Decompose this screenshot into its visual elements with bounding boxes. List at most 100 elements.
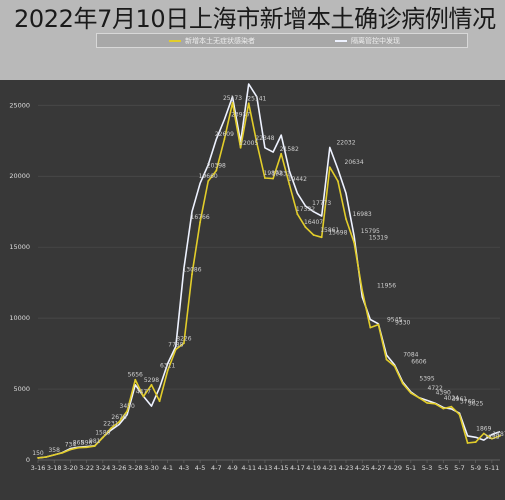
data-label-4-6: 19660 (199, 173, 218, 180)
legend: 新增本土无症状感染者 隔离管控中发现 (96, 33, 468, 48)
point-4-17 (296, 213, 299, 215)
data-label-5-3: 5395 (419, 375, 434, 382)
point-4-18 (304, 226, 307, 229)
data-label-3-16: 150 (32, 450, 44, 457)
data-label-3-18: 358 (48, 447, 60, 454)
x-axis: 3-16 3-18 3-20 3-22 3-24 3-26 3-28 3-30 4-1 4-3 4-… (31, 459, 500, 472)
legend-swatch-white (335, 40, 347, 42)
x-tick-label-3-20: 3-20 (63, 464, 78, 472)
data-label-3-24: 1580 (95, 430, 110, 437)
data-label-5-7: 3961 (452, 396, 467, 403)
data-label-3-27: 3450 (120, 403, 135, 410)
x-tick-label-4-21: 4-21 (322, 464, 337, 472)
data-label-4-8: 22609 (215, 131, 234, 138)
x-tick-label-3-26: 3-26 (112, 464, 127, 472)
data-label-5-1: 7084 (403, 351, 418, 358)
point-3-31 (158, 400, 161, 403)
legend-swatch-yellow (169, 40, 181, 42)
page-title: 2022年7月10日上海市新增本土确诊病例情况 (14, 5, 496, 33)
data-label-4-22: 15698 (328, 229, 347, 236)
point-5-12 (499, 434, 501, 437)
title-band (0, 0, 505, 80)
legend-entry-quarantine[interactable]: 隔离管控中发现 (335, 36, 400, 46)
legend-label-quarantine: 隔离管控中发现 (351, 37, 400, 45)
data-label-4-21: 15861 (320, 227, 339, 234)
x-tick-label-5-3: 5-3 (422, 464, 433, 472)
data-label-3-29: 4477 (136, 388, 151, 395)
y-tick-label-15000: 15000 (9, 243, 30, 251)
data-label-5-12: 1487 (492, 431, 505, 438)
data-label-4-7: 20398 (207, 163, 226, 170)
x-tick-label-4-11: 4-11 (241, 464, 256, 472)
y-tick-label-0: 0 (26, 456, 30, 464)
point-4-9 (231, 101, 234, 104)
y-axis: 0 5000 10000 15000 20000 25000 (9, 101, 30, 464)
x-tick-label-5-11: 5-11 (485, 464, 500, 472)
x-tick-label-4-5: 4-5 (195, 464, 206, 472)
x-tick-label-5-7: 5-7 (454, 464, 465, 472)
point-3-21 (77, 446, 80, 449)
data-label-4-2: 7788 (168, 341, 183, 348)
data-label-5-6: 4024 (444, 395, 459, 402)
data-label-4-25: 16983 (353, 211, 372, 218)
point-5-10 (482, 432, 485, 435)
data-label-4-10: 23937 (231, 111, 250, 118)
point-4-29 (393, 365, 396, 368)
point-4-6 (207, 180, 210, 182)
point-4-11 (247, 102, 250, 105)
x-tick-label-4-7: 4-7 (211, 464, 222, 472)
data-label-4-29: 9545 (387, 317, 402, 324)
point-5-7 (458, 413, 461, 416)
data-label-3-22: 896 (81, 439, 93, 446)
data-label-3-20: 734 (65, 442, 77, 449)
data-label-4-4: 13086 (182, 266, 201, 273)
series-line-0 (37, 102, 501, 459)
data-label-4-1: 6311 (160, 362, 175, 369)
y-tick-label-10000: 10000 (9, 314, 30, 322)
legend-label-asymptomatic: 新增本土无症状感染者 (185, 37, 255, 45)
data-label-4-24: 20634 (345, 159, 364, 166)
x-tick-label-4-1: 4-1 (162, 464, 173, 472)
data-label-5-11: 1259 (484, 434, 499, 441)
data-label-4-11: 22005 (239, 140, 258, 147)
point-3-19 (61, 452, 64, 454)
point-5-3 (426, 402, 428, 404)
point-5-11 (490, 437, 493, 440)
series-lines (37, 83, 501, 459)
data-label-5-8: 3760 (460, 399, 475, 406)
point-5-8 (466, 442, 469, 444)
point-4-25 (361, 289, 364, 292)
point-4-12 (255, 142, 258, 144)
x-tick-label-4-3: 4-3 (179, 464, 190, 472)
data-label-4-27: 15319 (369, 235, 388, 242)
point-5-9 (474, 441, 477, 444)
data-label-4-17: 19442 (288, 176, 307, 183)
data-label-3-21: 865 (73, 440, 85, 447)
point-5-5 (442, 407, 445, 410)
data-label-4-23: 22032 (336, 139, 355, 146)
point-4-13 (264, 177, 266, 179)
data-label-4-16: 21582 (280, 146, 299, 153)
point-3-23 (93, 445, 96, 447)
x-tick-label-4-27: 4-27 (371, 464, 386, 472)
point-3-25 (110, 427, 112, 430)
point-4-8 (223, 138, 226, 141)
data-label-4-12: 25141 (247, 95, 266, 102)
data-label-3-26: 2676 (111, 414, 126, 421)
y-tick-label-20000: 20000 (9, 172, 30, 180)
point-3-26 (118, 421, 120, 423)
x-tick-label-3-28: 3-28 (128, 464, 143, 472)
x-tick-label-5-9: 5-9 (470, 464, 481, 472)
x-tick-label-4-17: 4-17 (290, 464, 305, 472)
legend-entry-asymptomatic[interactable]: 新增本土无症状感染者 (169, 36, 255, 46)
point-3-24 (101, 436, 104, 439)
data-label-4-26: 15795 (361, 228, 380, 235)
data-label-5-5: 4390 (436, 390, 451, 397)
data-label-4-30: 9330 (395, 320, 410, 327)
point-3-22 (85, 446, 88, 449)
point-4-20 (320, 236, 323, 239)
point-4-19 (312, 234, 315, 236)
point-4-23 (345, 218, 347, 220)
data-label-5-2: 6606 (411, 358, 426, 365)
point-3-28 (134, 378, 137, 381)
